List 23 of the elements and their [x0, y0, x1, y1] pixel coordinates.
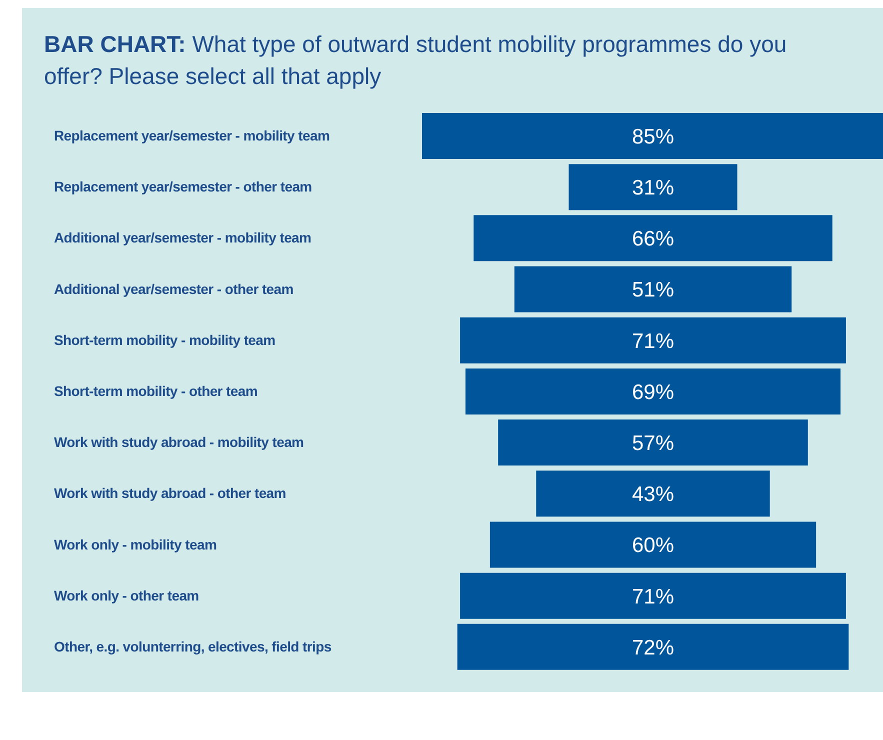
category-label: Work only - mobility team: [54, 536, 217, 552]
category-label: Other, e.g. volunterring, electives, field trips: [54, 638, 332, 654]
category-label: Short-term mobility - mobility team: [54, 332, 276, 348]
data-label: 69%: [632, 380, 674, 404]
data-label: 60%: [632, 534, 674, 558]
data-label: 57%: [632, 432, 674, 455]
category-label: Additional year/semester - mobility team: [54, 230, 312, 246]
category-label: Work with study abroad - other team: [54, 485, 286, 502]
data-label: 66%: [632, 228, 674, 251]
data-label: 71%: [632, 585, 674, 608]
text: BAR CHART: What type of outward student mobility programmes do you offer? Please select all that apply: [44, 31, 787, 89]
data-label: 51%: [632, 278, 674, 302]
data-label: 31%: [632, 176, 674, 200]
category-label: Short-term mobility - other team: [54, 383, 258, 399]
category-label: Replacement year/semester - mobility team: [54, 128, 330, 144]
category-label: Additional year/semester - other team: [54, 280, 294, 297]
data-label: 71%: [632, 330, 674, 353]
data-label: 43%: [632, 483, 674, 506]
data-label: 72%: [632, 636, 674, 660]
data-label: 85%: [632, 125, 674, 148]
category-label: Replacement year/semester - other team: [54, 178, 312, 195]
category-label: Work with study abroad - mobility team: [54, 434, 304, 450]
category-label: Work only - other team: [54, 587, 199, 604]
